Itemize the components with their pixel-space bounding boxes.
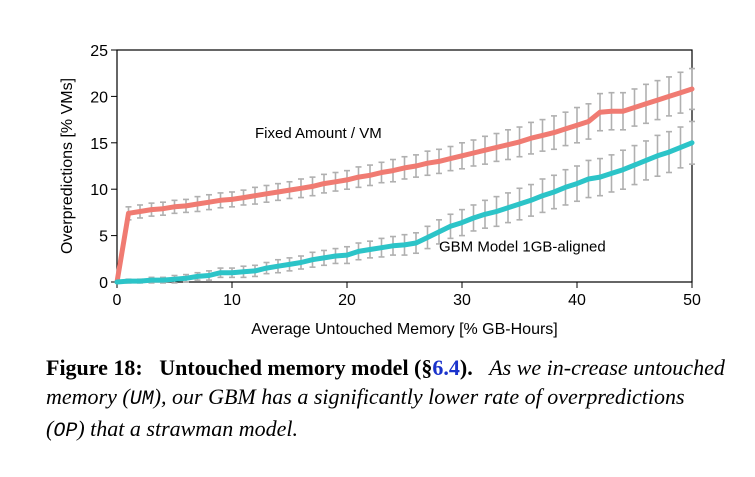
- x-axis-ticks: 0 10 20 30 40 50: [113, 282, 701, 309]
- y-axis-label: Overpredictions [% VMs]: [59, 78, 76, 254]
- x-tick-label: 50: [683, 292, 701, 309]
- series-line-0: [114, 86, 695, 285]
- caption-title: Untouched memory model (§: [159, 355, 433, 380]
- caption-body-3: ) that a strawman model.: [77, 416, 298, 441]
- series-line-1: [114, 140, 695, 285]
- x-tick-label: 40: [568, 292, 586, 309]
- series-annotation: GBM Model 1GB-aligned: [439, 238, 606, 255]
- caption-op: OP: [53, 420, 78, 443]
- annotations: Fixed Amount / VM GBM Model 1GB-aligned: [255, 125, 606, 255]
- y-axis-ticks: 0 5 10 15 20 25: [90, 43, 117, 292]
- figure-caption: Figure 18: Untouched memory model (§6.4)…: [46, 353, 726, 446]
- caption-body-2: ), our GBM has a significantly lower rat…: [46, 384, 685, 441]
- caption-section-link[interactable]: 6.4: [432, 355, 460, 380]
- y-tick-label: 10: [90, 182, 108, 199]
- x-tick-label: 20: [338, 292, 356, 309]
- y-tick-label: 25: [90, 43, 108, 60]
- x-tick-label: 10: [223, 292, 241, 309]
- x-tick-label: 0: [113, 292, 122, 309]
- y-tick-label: 5: [99, 229, 108, 246]
- caption-number: Figure 18:: [46, 355, 143, 380]
- x-tick-label: 30: [453, 292, 471, 309]
- chart: 0 5 10 15 20 25 0 10 20 30 40 50 Fixed Amount / VM…: [59, 43, 701, 338]
- y-tick-label: 20: [90, 89, 108, 106]
- y-tick-label: 15: [90, 136, 108, 153]
- plot-frame: [116, 49, 693, 283]
- caption-body-1: As we in-crease untouched memory (: [46, 355, 725, 409]
- y-tick-label: 0: [99, 275, 108, 292]
- series-annotation: Fixed Amount / VM: [255, 125, 382, 142]
- caption-um: UM: [129, 388, 154, 411]
- series-lines: [114, 86, 695, 285]
- caption-title-end: ).: [459, 355, 473, 380]
- x-axis-label: Average Untouched Memory [% GB-Hours]: [251, 321, 558, 338]
